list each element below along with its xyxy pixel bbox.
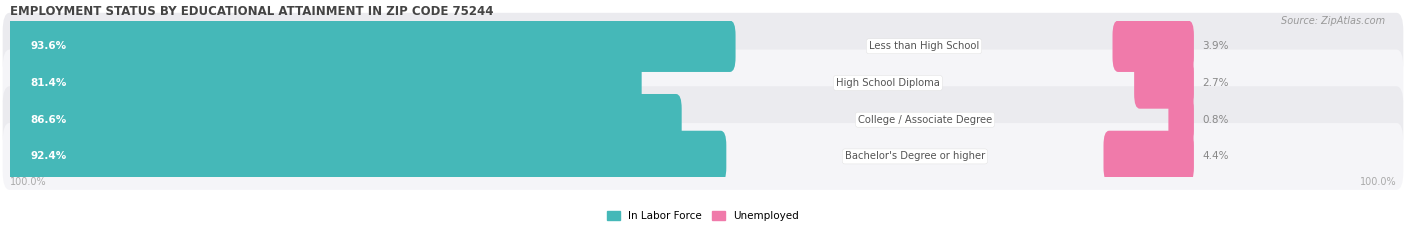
FancyBboxPatch shape <box>4 131 727 182</box>
FancyBboxPatch shape <box>3 86 1403 153</box>
FancyBboxPatch shape <box>3 50 1403 116</box>
Text: 4.4%: 4.4% <box>1202 151 1229 161</box>
FancyBboxPatch shape <box>4 21 735 72</box>
FancyBboxPatch shape <box>3 123 1403 190</box>
FancyBboxPatch shape <box>4 57 641 109</box>
Text: 86.6%: 86.6% <box>31 115 66 125</box>
Text: College / Associate Degree: College / Associate Degree <box>858 115 993 125</box>
FancyBboxPatch shape <box>1104 131 1194 182</box>
Text: Source: ZipAtlas.com: Source: ZipAtlas.com <box>1281 16 1385 26</box>
Text: 93.6%: 93.6% <box>31 41 66 51</box>
Legend: In Labor Force, Unemployed: In Labor Force, Unemployed <box>607 211 799 221</box>
FancyBboxPatch shape <box>1112 21 1194 72</box>
FancyBboxPatch shape <box>3 13 1403 80</box>
Text: 92.4%: 92.4% <box>31 151 66 161</box>
Text: 100.0%: 100.0% <box>10 177 46 187</box>
Text: 3.9%: 3.9% <box>1202 41 1229 51</box>
Text: 0.8%: 0.8% <box>1202 115 1229 125</box>
Text: EMPLOYMENT STATUS BY EDUCATIONAL ATTAINMENT IN ZIP CODE 75244: EMPLOYMENT STATUS BY EDUCATIONAL ATTAINM… <box>10 5 494 18</box>
Text: 2.7%: 2.7% <box>1202 78 1229 88</box>
Text: High School Diploma: High School Diploma <box>837 78 939 88</box>
Text: 100.0%: 100.0% <box>1360 177 1396 187</box>
Text: Less than High School: Less than High School <box>869 41 979 51</box>
Text: 81.4%: 81.4% <box>31 78 67 88</box>
FancyBboxPatch shape <box>4 94 682 145</box>
FancyBboxPatch shape <box>1168 94 1194 145</box>
FancyBboxPatch shape <box>1135 57 1194 109</box>
Text: Bachelor's Degree or higher: Bachelor's Degree or higher <box>845 151 986 161</box>
